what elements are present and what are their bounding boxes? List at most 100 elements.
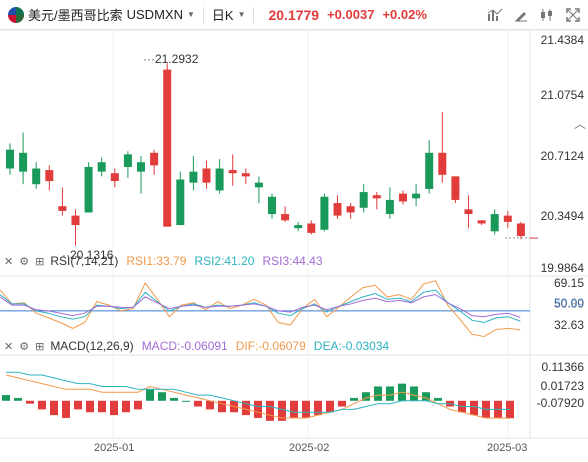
macd-histogram-bar [2,395,10,401]
collapse-icon[interactable]: ✕ [4,340,14,353]
macd-axis-tick: 0.01723 [540,379,584,393]
macd-histogram-bar [158,392,166,401]
rsi2-value: RSI2:41.20 [194,254,255,268]
macd-histogram-bar [362,392,370,401]
high-price-value: 21.2932 [155,52,199,66]
candle-body [399,193,407,202]
rsi-axis-tick: 50.00 [553,296,584,310]
rsi-name: RSI(7,14,21) [50,254,119,268]
candle-body [215,168,224,191]
candle-body [281,214,290,221]
collapse-icon[interactable]: ✕ [4,255,14,268]
macd-histogram-bar [146,389,154,401]
macd-histogram-bar [470,400,478,416]
candle-body [202,168,211,183]
expand-icon[interactable]: ⊞ [35,255,45,268]
macd-histogram-bar [170,397,178,401]
candlestick-series [6,63,538,246]
price-axis-tick: 21.4384 [540,33,584,47]
candle-body [333,203,342,216]
rsi2-line [0,289,521,324]
timeframe-selector[interactable]: 日K ▼ [212,5,246,24]
price-axis-tick: 19.9864 [540,261,584,275]
macd-histogram-bar [74,400,82,410]
candle-body [464,209,473,215]
candle-body [163,69,172,227]
candle-body [19,152,28,172]
candle-body [438,152,447,175]
macd-histogram-bar [278,400,286,421]
macd-histogram-bar [98,400,106,413]
candle-body [137,162,145,172]
candle-body [45,170,54,182]
settings-icon[interactable]: ⚙ [19,255,30,268]
macd-histogram-bar [410,386,418,401]
candle-body [254,182,263,188]
chevron-down-icon: ▼ [186,10,195,19]
dea-line [6,371,510,413]
macd-value: MACD:-0.06091 [141,339,228,353]
time-axis-tick: 2025-01 [94,442,135,454]
candle-body [228,170,237,174]
low-price-value: 20.1316 [70,248,114,262]
macd-histogram-bar [326,400,334,413]
fullscreen-icon[interactable] [564,6,582,24]
candle-body [6,149,14,169]
macd-histogram-bar [350,397,358,401]
rsi-axis-tick: 32.63 [553,318,584,332]
candle-body [451,176,460,200]
chevron-up-icon[interactable]: ︿ [574,117,587,131]
macd-histogram-bar [50,400,58,416]
dif-line [5,374,511,419]
symbol-selector[interactable]: 美元/墨西哥比索 USDMXN ▼ [0,5,195,24]
candle-body [503,215,512,222]
macd-histogram-bar [14,397,22,401]
toolbar-actions [478,6,582,24]
macd-histogram-bar [374,386,382,401]
chart-type-icon[interactable] [538,6,556,24]
candle-body [123,154,132,167]
macd-histogram-bar [386,386,394,401]
macd-name: MACD(12,26,9) [50,339,134,353]
price-change: +0.0037 [327,7,375,22]
candle-body [189,171,198,183]
rsi-legend: ✕ ⚙ ⊞ RSI(7,14,21) RSI1:33.79 RSI2:41.20… [4,254,331,268]
candle-body [84,166,93,213]
symbol-name: 美元/墨西哥比索 [28,8,123,23]
draw-icon[interactable] [512,6,530,24]
dea-value: DEA:-0.03034 [313,339,390,353]
settings-icon[interactable]: ⚙ [19,340,30,353]
rsi3-line [0,294,521,318]
candle-body [32,168,41,185]
macd-histogram-bar [86,400,94,413]
candle-body [477,220,486,224]
macd-histogram-bar [254,400,262,418]
macd-axis-tick: 0.11366 [541,360,585,374]
indicator-icon[interactable] [486,6,504,24]
rsi1-line [0,280,521,338]
macd-histogram-bar [338,400,346,407]
rsi-axis-tick: 69.15 [553,276,584,290]
macd-histogram-bar [182,400,190,402]
candle-body [530,237,538,239]
candle-body [346,206,355,213]
time-axis-tick: 2025-02 [289,442,330,454]
candle-body [97,162,106,172]
macd-legend: ✕ ⚙ ⊞ MACD(12,26,9) MACD:-0.06091 DIF:-0… [4,339,389,353]
timeframe-label: 日K [211,8,234,23]
candle-body [425,152,434,189]
macd-histogram-bar [206,400,214,410]
high-price-annotation: ···21.2932 [143,52,199,66]
candle-body [307,223,316,233]
last-price: 20.1779 [268,6,320,23]
candle-body [241,173,250,177]
candle-body [294,225,303,229]
candle-body [516,223,525,237]
macd-histogram-bar [218,400,226,413]
chevron-down-icon: ▼ [237,10,246,19]
toolbar-divider [202,6,204,23]
candle-body [268,196,276,215]
expand-icon[interactable]: ⊞ [35,340,45,353]
rsi-axis-tick: 50.89 [553,297,584,311]
